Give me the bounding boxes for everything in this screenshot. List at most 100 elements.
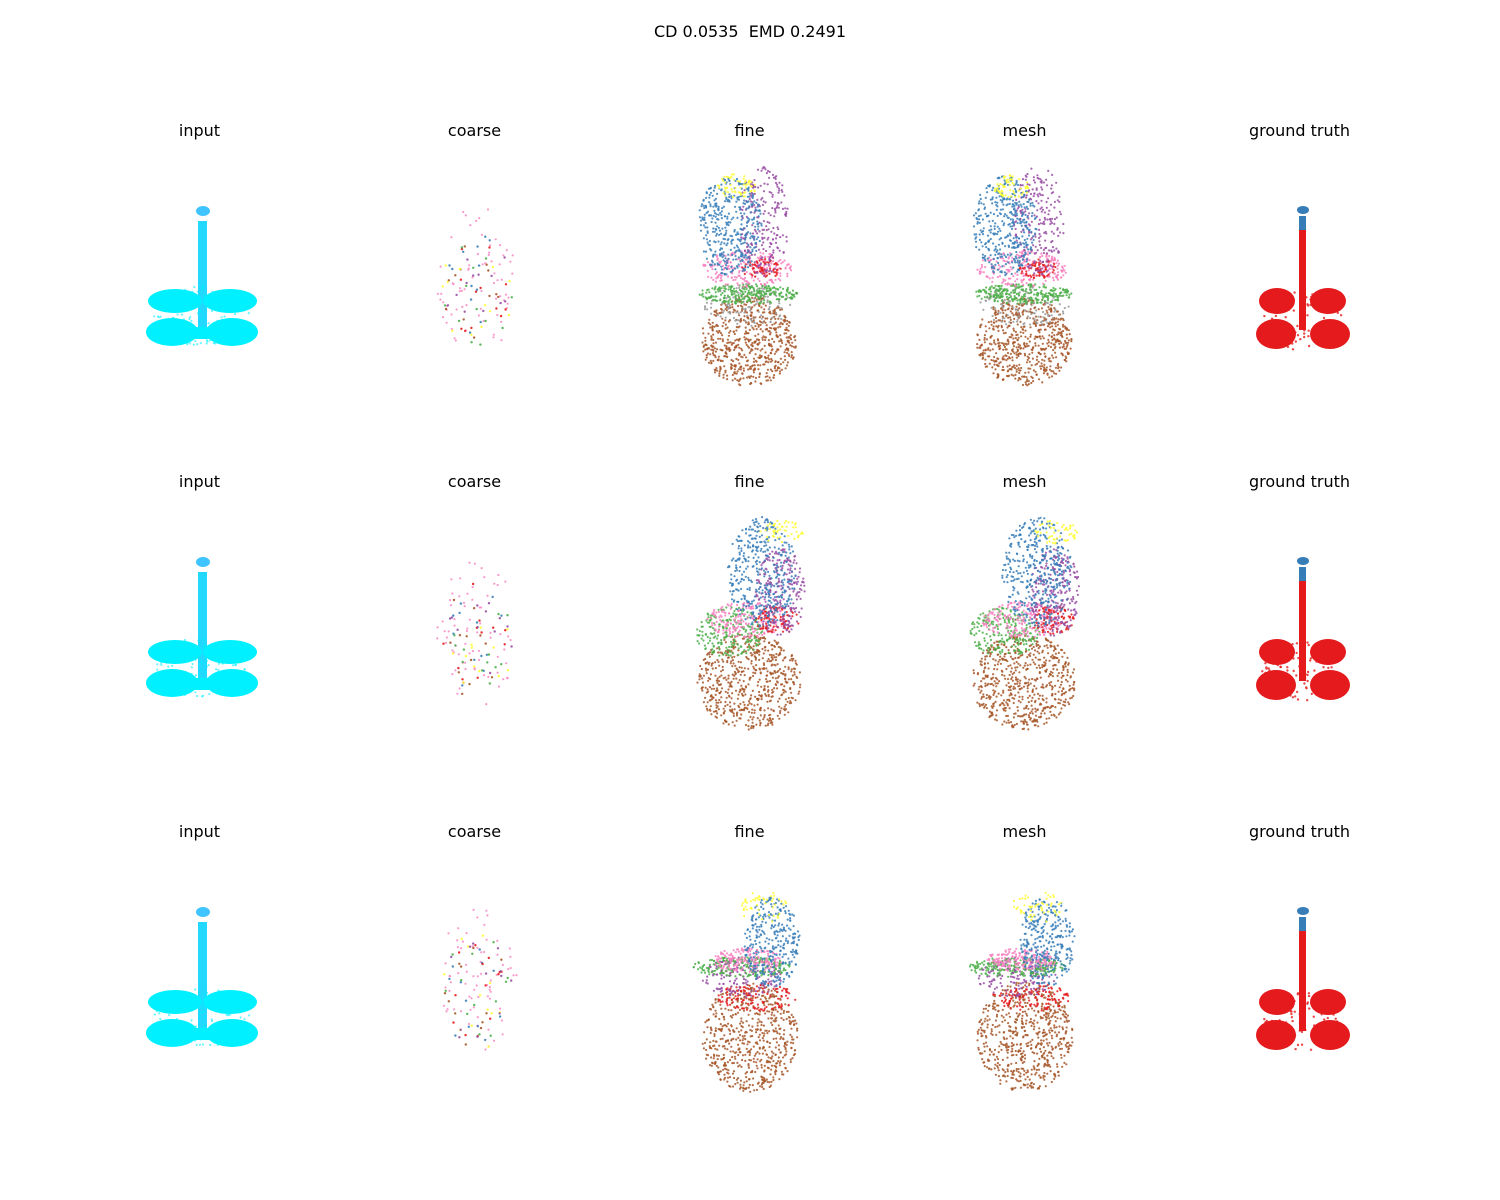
input-cloud: [146, 206, 258, 346]
panel-title: mesh: [1002, 822, 1047, 841]
coarse-class-4: [449, 598, 494, 696]
gt-stem: [1299, 230, 1306, 330]
fine-brown-points: [701, 295, 797, 387]
gt-lower-right-lobe: [1310, 670, 1350, 700]
panel-fine-row-3: fine: [612, 822, 887, 1122]
fine-blue-points: [743, 896, 801, 988]
panel-title: mesh: [1002, 472, 1047, 491]
upper-right-lobe: [203, 640, 257, 664]
upper-left-lobe: [148, 640, 202, 664]
fine-pink-points: [981, 601, 1061, 639]
coarse-class-1: [448, 948, 502, 1042]
panel-fine-row-1: fine: [612, 121, 887, 421]
panel-title: coarse: [447, 822, 502, 841]
ground-truth-cloud: [1256, 206, 1350, 349]
panel-coarse-row-3: coarse: [337, 822, 612, 1122]
panel-fine-row-2: fine: [612, 472, 887, 772]
coarse-class-6: [446, 256, 507, 313]
coarse-class-6: [448, 602, 513, 675]
panel-mesh-row-3: mesh: [887, 822, 1162, 1122]
gt-upper-left-lobe: [1259, 989, 1295, 1015]
coarse-class-4: [443, 946, 503, 1046]
panel-input-row-1: input: [62, 121, 337, 421]
gt-lower-right-lobe: [1310, 319, 1350, 349]
panel-coarse-row-2: coarse: [337, 472, 612, 772]
fine-brown-points: [701, 982, 799, 1093]
fine-red-points: [992, 982, 1070, 1012]
fine-yellow-points: [993, 174, 1030, 199]
panel-title: ground truth: [1248, 822, 1351, 841]
gt-lower-left-lobe: [1256, 1020, 1296, 1050]
panel-title: input: [178, 822, 221, 841]
panel-input-row-2: input: [62, 472, 337, 772]
gt-fuzz: [1263, 992, 1342, 1051]
point-cloud-input: [146, 206, 258, 346]
top-cap: [196, 557, 210, 567]
gt-lower-left-lobe: [1256, 670, 1296, 700]
gt-upper-right-lobe: [1310, 989, 1346, 1015]
lower-right-lobe: [206, 669, 258, 697]
gt-stem: [1299, 931, 1306, 1031]
fine-blue-points: [972, 175, 1038, 277]
point-cloud-ground-truth: [1256, 907, 1350, 1051]
panel-title: fine: [734, 822, 765, 841]
gt-fuzz: [1263, 291, 1343, 351]
point-cloud-mesh: [972, 167, 1073, 387]
panel-input-row-3: input: [62, 822, 337, 1122]
fine-brown-points: [696, 633, 802, 731]
gt-upper-right-lobe: [1310, 288, 1346, 314]
point-cloud-ground-truth: [1256, 557, 1350, 702]
upper-left-lobe: [148, 289, 202, 313]
coarse-class-2: [452, 944, 503, 1037]
lower-left-lobe: [146, 318, 198, 346]
panel-title: mesh: [1002, 121, 1047, 140]
coarse-class-3: [444, 941, 509, 1037]
fine-yellow-points: [759, 519, 804, 544]
lower-right-lobe: [206, 318, 258, 346]
gt-neck: [1299, 567, 1306, 581]
gt-neck: [1299, 216, 1306, 230]
fine-yellow-points: [741, 891, 788, 923]
point-cloud-coarse: [436, 561, 513, 706]
panel-title: coarse: [447, 121, 502, 140]
fine-yellow-points: [1034, 520, 1079, 545]
panel-ground-truth-row-1: ground truth: [1162, 121, 1437, 421]
fine-green-points: [698, 282, 799, 305]
fine-blue-points: [1019, 898, 1076, 988]
panel-mesh-row-1: mesh: [887, 121, 1162, 421]
base-joint: [194, 678, 212, 690]
point-cloud-coarse: [442, 908, 518, 1051]
fine-brown-points: [976, 981, 1074, 1091]
coarse-pink: [436, 561, 512, 706]
point-cloud-coarse: [436, 208, 514, 346]
point-cloud-fine: [698, 166, 799, 387]
point-cloud-ground-truth: [1256, 206, 1350, 351]
stem: [198, 922, 207, 1037]
gt-top-cap: [1297, 907, 1309, 915]
fine-green-points: [975, 283, 1073, 305]
point-cloud-mesh: [969, 516, 1080, 731]
stem: [198, 221, 207, 336]
coarse-class-5: [451, 626, 510, 684]
panel-title: ground truth: [1248, 121, 1351, 140]
gt-upper-left-lobe: [1259, 639, 1295, 665]
gt-top-cap: [1297, 557, 1309, 565]
panel-title: fine: [734, 121, 765, 140]
gt-lower-right-lobe: [1310, 1020, 1350, 1050]
coarse-class-4: [444, 245, 500, 339]
gt-fuzz: [1261, 641, 1340, 702]
coarse-class-6: [450, 942, 513, 1039]
fine-yellow-points: [1012, 891, 1062, 923]
top-cap: [196, 907, 210, 917]
panel-title: input: [178, 121, 221, 140]
input-fuzz: [153, 285, 250, 346]
top-cap: [196, 206, 210, 216]
panel-title: coarse: [447, 472, 502, 491]
coarse-class-3: [453, 612, 509, 685]
fine-grey-points: [979, 285, 1070, 326]
gt-neck: [1299, 917, 1306, 931]
lower-left-lobe: [146, 669, 198, 697]
point-cloud-fine: [696, 516, 806, 731]
panel-mesh-row-2: mesh: [887, 472, 1162, 772]
panel-ground-truth-row-3: ground truth: [1162, 822, 1437, 1122]
